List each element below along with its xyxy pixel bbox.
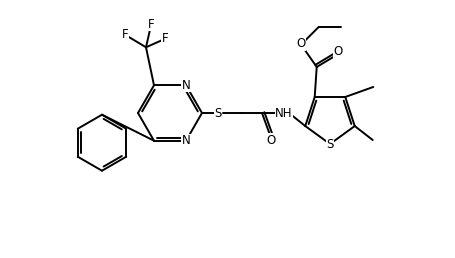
Text: S: S	[326, 138, 333, 150]
Text: F: F	[147, 18, 154, 31]
Text: N: N	[181, 134, 190, 147]
Text: O: O	[295, 37, 305, 51]
Text: O: O	[332, 45, 342, 59]
Text: S: S	[214, 107, 221, 119]
Text: F: F	[162, 32, 168, 45]
Text: F: F	[121, 28, 128, 41]
Text: NH: NH	[275, 107, 292, 119]
Text: N: N	[181, 79, 190, 92]
Text: O: O	[266, 133, 275, 147]
